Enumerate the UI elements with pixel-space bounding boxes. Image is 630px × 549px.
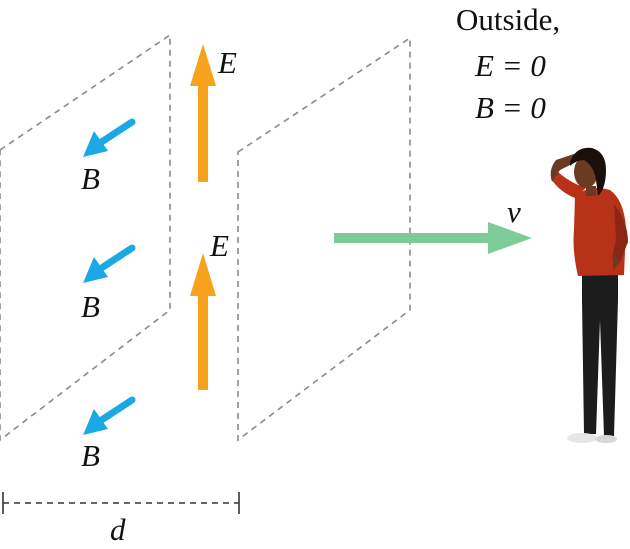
b-arrow-bottom bbox=[83, 396, 136, 435]
distance-label: d bbox=[110, 512, 126, 547]
left-wavefront-plane bbox=[0, 33, 171, 442]
b-label-bottom: B bbox=[81, 438, 100, 473]
e-arrow-upper bbox=[190, 44, 216, 182]
b-arrow-middle bbox=[83, 244, 136, 283]
outside-heading: Outside, bbox=[456, 2, 560, 37]
velocity-arrow bbox=[334, 222, 532, 254]
velocity-label: v bbox=[507, 194, 521, 229]
b-label-top: B bbox=[81, 161, 100, 196]
person-shading-eyes-icon bbox=[550, 147, 628, 443]
distance-bracket bbox=[2, 492, 240, 514]
e-label-lower: E bbox=[209, 228, 229, 263]
e-arrow-lower bbox=[190, 253, 216, 390]
e-label-upper: E bbox=[217, 45, 237, 80]
b-label-middle: B bbox=[81, 289, 100, 324]
outside-e-value: E = 0 bbox=[474, 48, 546, 83]
b-arrow-top bbox=[83, 118, 136, 157]
outside-b-value: B = 0 bbox=[475, 90, 546, 125]
right-wavefront-plane bbox=[237, 36, 411, 442]
